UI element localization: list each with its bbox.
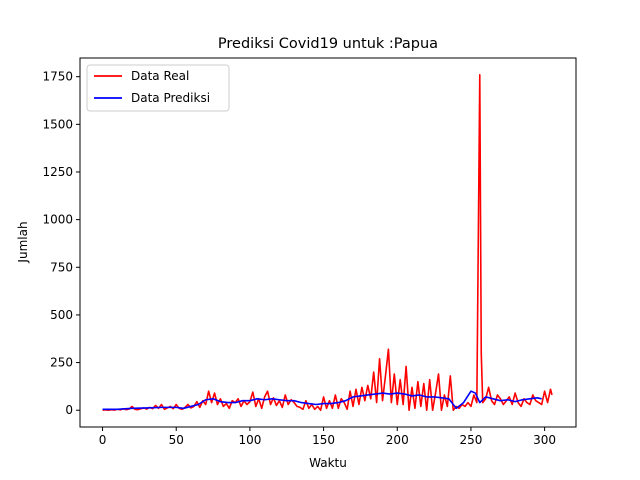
plot-frame: [79, 57, 577, 428]
y-axis-label: Jumlah: [16, 221, 30, 263]
y-tick-label: 750: [50, 260, 73, 274]
x-tick-label: 0: [99, 433, 107, 447]
y-tick-label: 1500: [42, 117, 73, 131]
x-axis-label: Waktu: [309, 456, 347, 470]
x-tick-label: 300: [533, 433, 556, 447]
chart-title: Prediksi Covid19 untuk :Papua: [218, 36, 438, 52]
x-tick-label: 50: [169, 433, 184, 447]
legend-box: [86, 64, 230, 112]
x-tick-label: 150: [312, 433, 335, 447]
y-tick-label: 1250: [42, 165, 73, 179]
y-tick-label: 250: [50, 356, 73, 370]
legend: Data Real Data Prediksi: [86, 64, 230, 112]
x-tick-label: 200: [386, 433, 409, 447]
y-tick-label: 1000: [42, 213, 73, 227]
x-tick-label: 100: [238, 433, 261, 447]
series-line-data-prediksi: [102, 390, 542, 411]
y-tick-label: 0: [65, 403, 73, 417]
legend-label-data-real: Data Real: [131, 69, 189, 83]
x-tick-label: 250: [459, 433, 482, 447]
y-tick-label: 1750: [42, 70, 73, 84]
y-tick-label: 500: [50, 308, 73, 322]
legend-label-data-prediksi: Data Prediksi: [131, 91, 210, 105]
